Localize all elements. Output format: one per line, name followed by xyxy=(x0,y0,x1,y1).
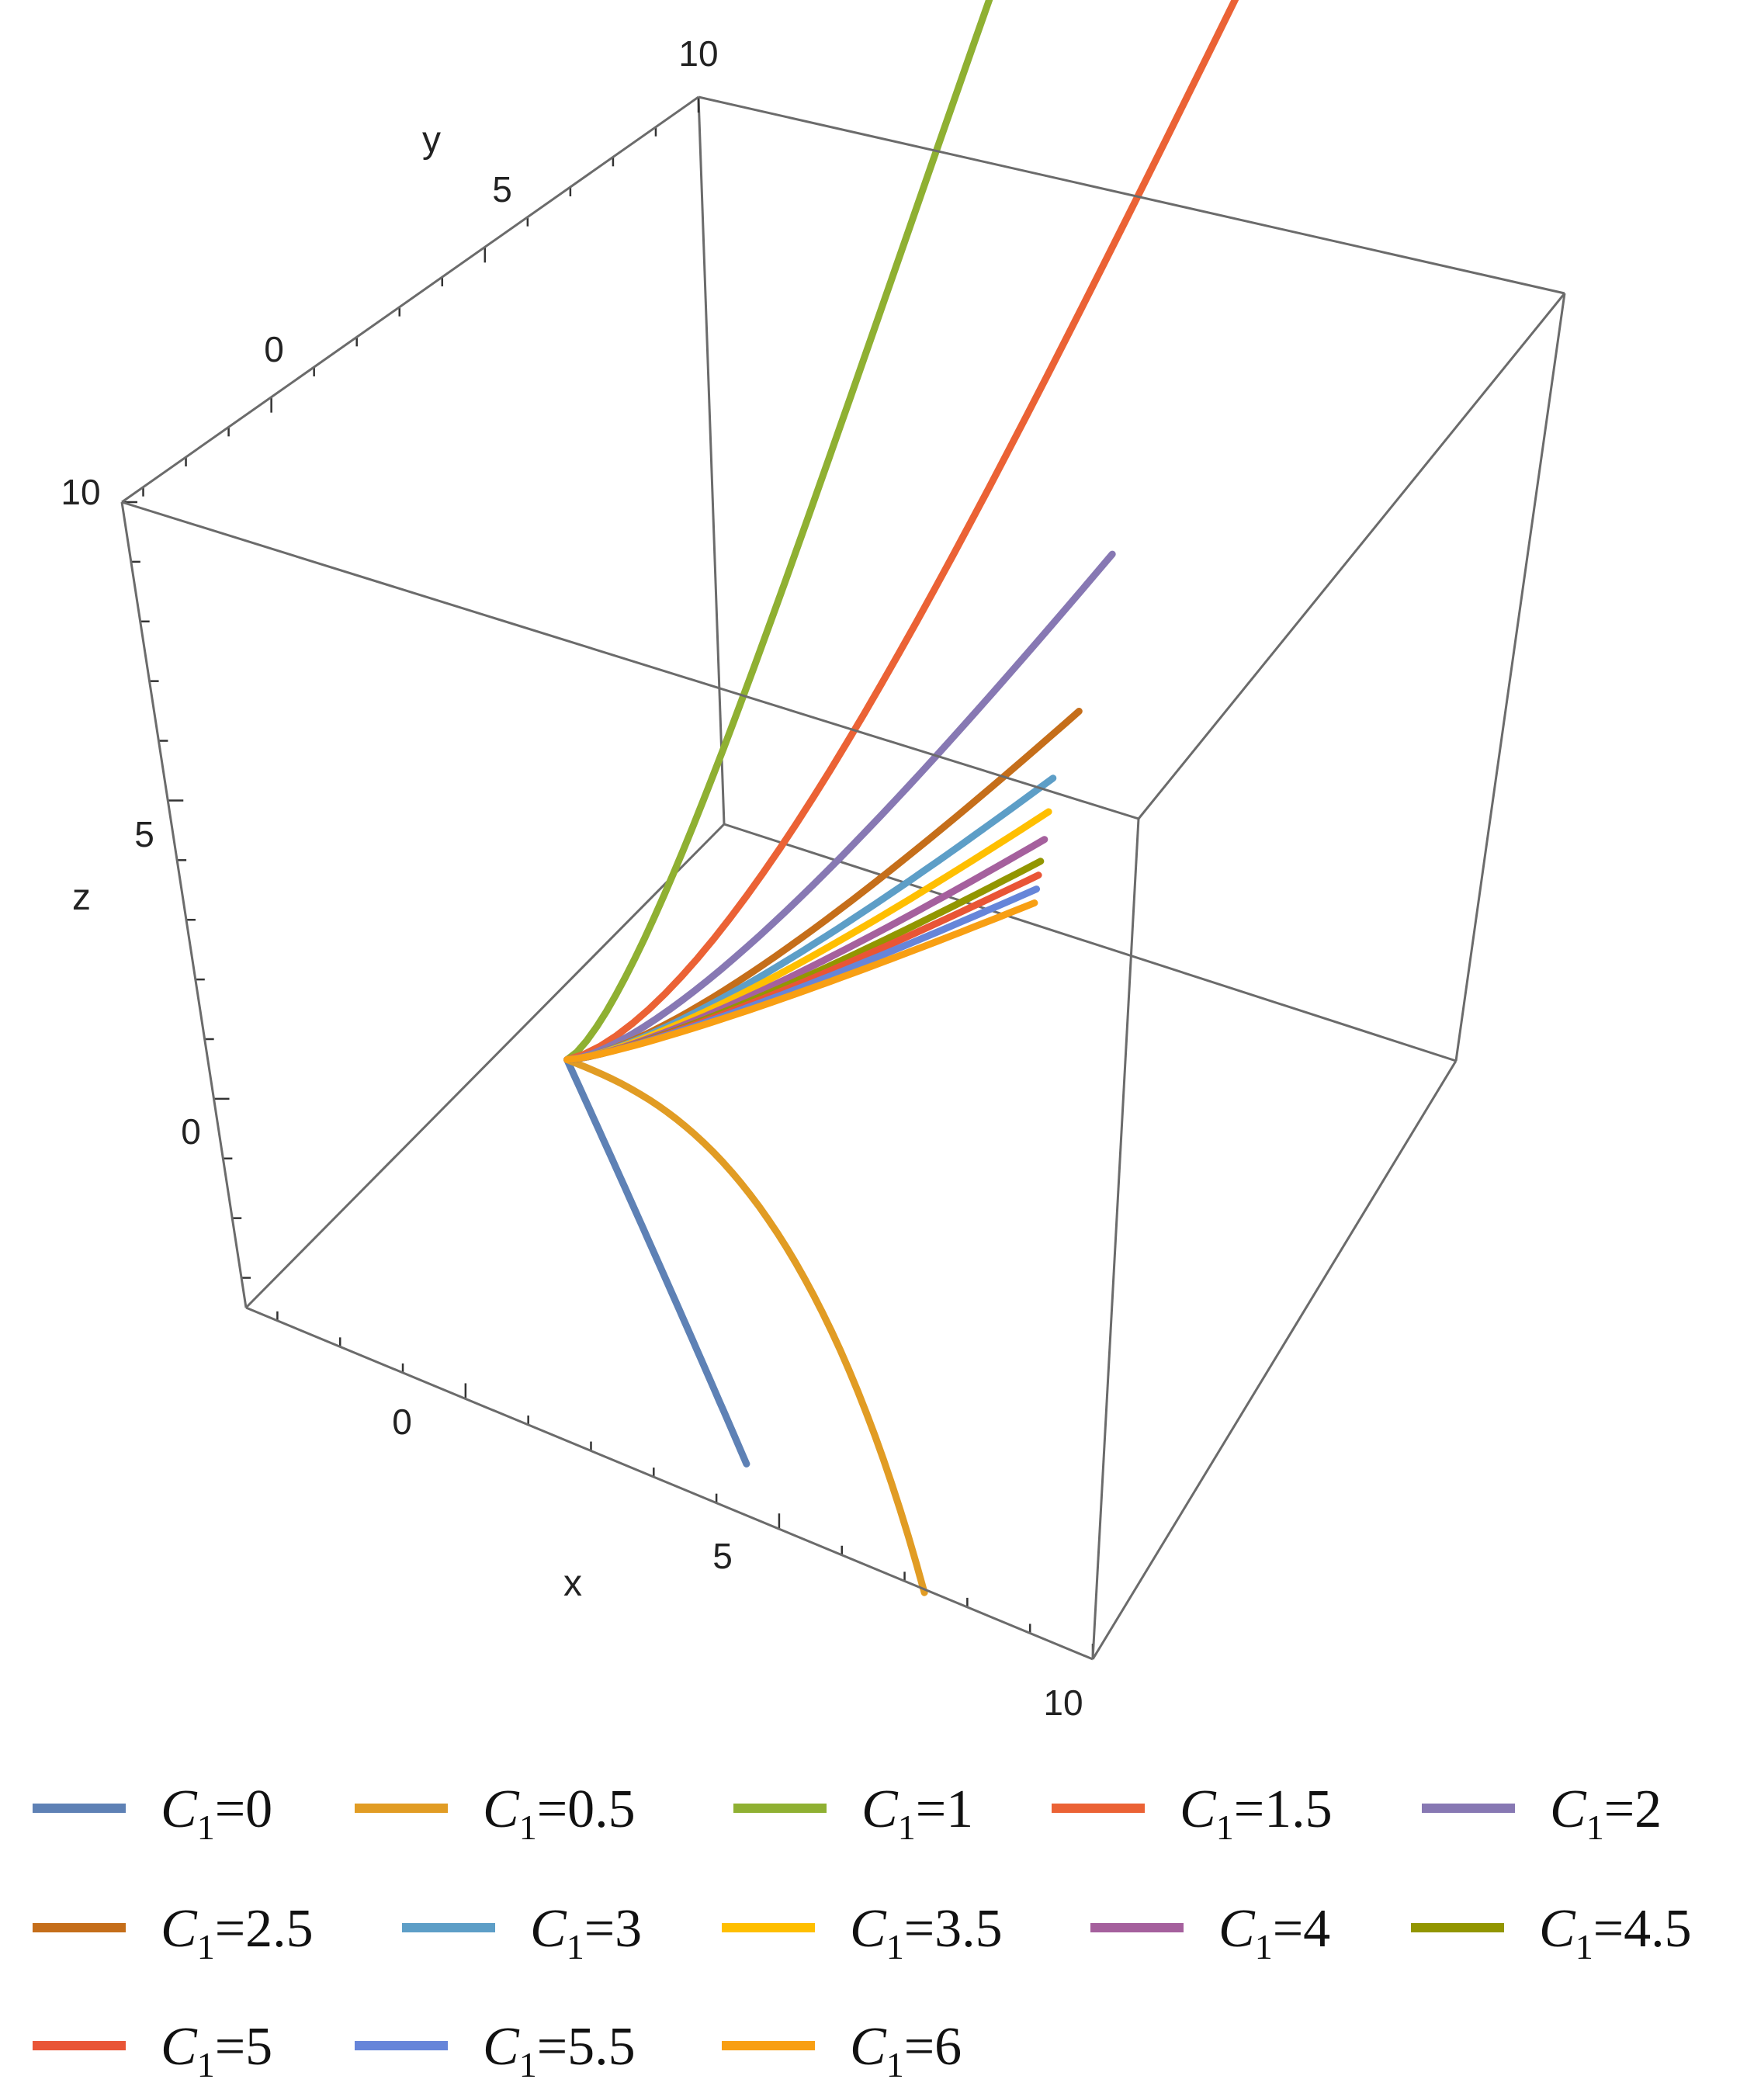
x-tick-label-0: 0 xyxy=(392,1402,412,1442)
series-curves xyxy=(563,0,1239,1596)
z-tick-label-0: 0 xyxy=(181,1111,201,1152)
box-edge-top-front xyxy=(121,501,1139,820)
x-tick-label-10: 10 xyxy=(1043,1682,1083,1723)
box-edge-back-bottom-right xyxy=(723,823,1457,1062)
box-edge-top-right xyxy=(1137,293,1566,820)
box-edge-z-axis xyxy=(120,501,248,1308)
legend-label-9: C1=4 xyxy=(1218,1899,1330,1967)
y-axis-title: y xyxy=(422,120,441,161)
axis-ticks xyxy=(122,97,1094,1659)
series-curve-3 xyxy=(563,0,993,1063)
legend-label-2: C1=0.5 xyxy=(483,1779,636,1847)
box-edge-front-vertical xyxy=(1091,818,1140,1660)
legend-label-13: C1=6 xyxy=(850,2017,962,2084)
series-curve-13 xyxy=(563,899,1038,1063)
series-curve-4 xyxy=(563,0,1239,1063)
legend-label-4: C1=1.5 xyxy=(1180,1779,1333,1847)
legend-label-3: C1=1 xyxy=(861,1779,973,1847)
legend-label-6: C1=2.5 xyxy=(161,1899,314,1967)
series-curve-1 xyxy=(563,1056,750,1468)
box-edge-x-axis xyxy=(245,1306,1094,1661)
y-tick-label-0: 0 xyxy=(264,329,284,369)
x-axis-title: x xyxy=(563,1563,582,1604)
legend-label-1: C1=0 xyxy=(161,1779,272,1847)
legend: C1=0 C1=0.5 C1=1 C1=1.5 C1=2 C1=2.5 C1=3 C1=3.5… xyxy=(33,1779,1692,2084)
legend-label-10: C1=4.5 xyxy=(1539,1899,1692,1967)
legend-label-8: C1=3.5 xyxy=(850,1899,1003,1967)
box-edge-y-axis xyxy=(121,95,699,504)
legend-label-11: C1=5 xyxy=(161,2017,272,2084)
box-front-edges xyxy=(120,95,1566,1661)
y-tick-label-10: 10 xyxy=(678,33,718,74)
y-tick-label-5: 5 xyxy=(492,169,512,210)
box-back-edges xyxy=(244,96,1457,1309)
legend-label-12: C1=5.5 xyxy=(483,2017,636,2084)
series-curve-2 xyxy=(563,1056,928,1596)
box-edge-top-back xyxy=(698,95,1565,295)
box-edge-bottom-right xyxy=(1091,1060,1458,1660)
z-tick-label-5: 5 xyxy=(134,814,154,854)
series-curve-6 xyxy=(563,708,1083,1063)
z-tick-label-10: 10 xyxy=(61,472,100,512)
box-edge-right-vertical xyxy=(1454,293,1566,1062)
box-edge-back-vertical xyxy=(697,96,726,825)
legend-label-7: C1=3 xyxy=(530,1899,642,1967)
box-edge-back-bottom-left xyxy=(244,823,726,1309)
legend-label-5: C1=2 xyxy=(1550,1779,1662,1847)
series-curve-5 xyxy=(563,550,1116,1063)
z-axis-title: z xyxy=(72,877,91,918)
x-tick-label-5: 5 xyxy=(712,1536,733,1576)
